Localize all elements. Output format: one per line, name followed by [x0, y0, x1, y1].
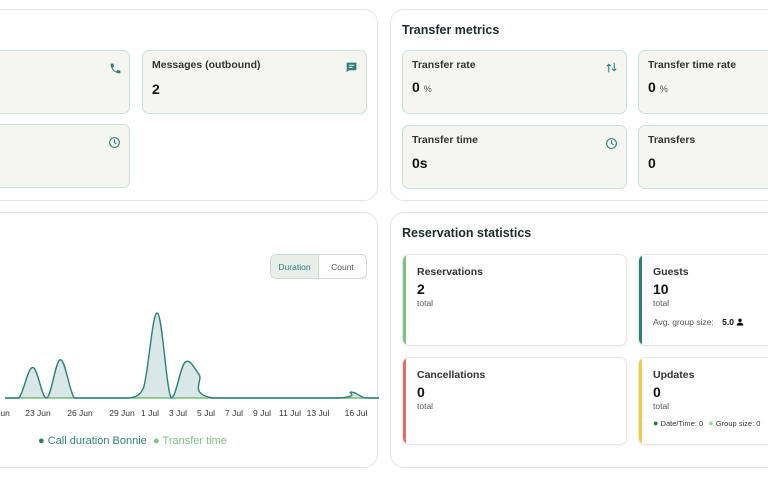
- transfer-time-label: Transfer time: [412, 134, 478, 146]
- updates-value: 0: [653, 384, 661, 400]
- x-tick-label: 3 Jul: [169, 408, 187, 418]
- transfer-rate-label: Transfer rate: [412, 59, 476, 71]
- messages-outbound-card: Messages (outbound) 2: [142, 50, 367, 114]
- legend-dot: ●: [153, 435, 160, 447]
- chart-legend-item-transfer-time[interactable]: ● Transfer time: [153, 435, 227, 447]
- transfer-rate-value: 0%: [412, 79, 432, 95]
- card-accent-stripe: [403, 358, 406, 444]
- cancellations-sub: total: [417, 401, 434, 411]
- clock-icon: [602, 134, 620, 152]
- duration-toggle-button[interactable]: Duration: [271, 255, 319, 278]
- call-metric-card: [0, 50, 130, 114]
- transfer-metrics-title: Transfer metrics: [402, 23, 500, 37]
- transfer-time-rate-unit: %: [659, 84, 668, 94]
- x-tick-label: 16 Jul: [344, 408, 368, 418]
- legend-dot: ●: [38, 435, 45, 447]
- messages-outbound-label: Messages (outbound): [152, 59, 261, 71]
- x-tick-label: 5 Jul: [197, 408, 215, 418]
- card-accent-stripe: [639, 255, 642, 345]
- transfer-time-rate-number: 0: [648, 79, 656, 95]
- x-tick-label: 7 Jul: [225, 408, 243, 418]
- count-toggle-button[interactable]: Count: [331, 261, 354, 272]
- cancellations-value: 0: [417, 384, 425, 400]
- transfers-value: 0: [648, 155, 656, 171]
- updates-card: Updates 0 total ● Date/Time: 0 ● Group s…: [638, 357, 768, 445]
- x-tick-label: 29 Jun: [109, 408, 135, 418]
- card-accent-stripe: [639, 358, 642, 444]
- transfer-rate-number: 0: [412, 79, 420, 95]
- transfer-arrows-icon: [602, 58, 620, 76]
- avg-group-size-label: Avg. group size:: [653, 317, 714, 327]
- cancellations-card: Cancellations 0 total: [402, 357, 627, 445]
- transfer-time-value: 0s: [412, 155, 428, 171]
- updates-label: Updates: [653, 369, 695, 381]
- transfer-rate-unit: %: [423, 84, 432, 94]
- person-icon: [737, 318, 744, 326]
- x-tick-label: Jun: [0, 408, 10, 418]
- x-tick-label: 23 Jun: [25, 408, 51, 418]
- messages-outbound-value: 2: [152, 81, 160, 97]
- cancellations-label: Cancellations: [417, 369, 486, 381]
- reservations-card: Reservations 2 total: [402, 254, 627, 346]
- transfers-card: Transfers 0: [638, 125, 768, 189]
- chart-legend-item-call-duration[interactable]: ● Call duration Bonnie: [38, 435, 147, 447]
- reservation-statistics-title: Reservation statistics: [402, 226, 532, 240]
- x-tick-label: 26 Jun: [67, 408, 93, 418]
- transfers-label: Transfers: [648, 134, 696, 146]
- guests-card: Guests 10 total Avg. group size: 5.0: [638, 254, 768, 346]
- x-tick-label: 9 Jul: [253, 408, 271, 418]
- guests-label: Guests: [653, 266, 689, 278]
- reservations-value: 2: [417, 281, 425, 297]
- reservations-label: Reservations: [417, 266, 483, 278]
- guests-value: 10: [653, 281, 669, 297]
- card-accent-stripe: [403, 255, 406, 345]
- transfer-time-card: Transfer time 0s: [402, 125, 627, 189]
- date-time-dot: ●: [653, 418, 659, 428]
- transfer-time-rate-label: Transfer time rate: [648, 59, 737, 71]
- reservations-sub: total: [417, 298, 434, 308]
- x-tick-label: 13 Jul: [306, 408, 330, 418]
- x-tick-label: 11 Jul: [278, 408, 302, 418]
- updates-sub: total: [653, 401, 670, 411]
- time-metric-card: [0, 124, 130, 188]
- updates-breakdown: ● Date/Time: 0 ● Group size: 0: [653, 418, 760, 428]
- transfer-time-rate-card: Transfer time rate 0%: [638, 50, 768, 114]
- chat-icon: [342, 58, 360, 76]
- series-line-call-duration-bonnie: [4, 312, 379, 399]
- legend-label-transfer-time: Transfer time: [162, 435, 227, 447]
- x-tick-label: 1 Jul: [141, 408, 159, 418]
- avg-group-size-value: 5.0: [722, 317, 734, 327]
- duration-count-toggle[interactable]: Duration Count: [270, 254, 367, 279]
- group-size-dot: ●: [708, 418, 714, 428]
- transfer-rate-card: Transfer rate 0%: [402, 50, 627, 114]
- phone-icon: [106, 59, 124, 77]
- transfer-time-rate-value: 0%: [648, 79, 668, 95]
- call-duration-chart: [4, 312, 379, 399]
- legend-label-call-duration: Call duration Bonnie: [47, 435, 147, 447]
- clock-icon: [105, 133, 123, 151]
- date-time-label: Date/Time: 0: [660, 419, 704, 428]
- group-size-label: Group size: 0: [715, 419, 761, 428]
- guests-sub: total: [653, 298, 670, 308]
- series-area-call-duration-bonnie: [5, 312, 379, 398]
- avg-group-size: Avg. group size: 5.0: [653, 317, 744, 327]
